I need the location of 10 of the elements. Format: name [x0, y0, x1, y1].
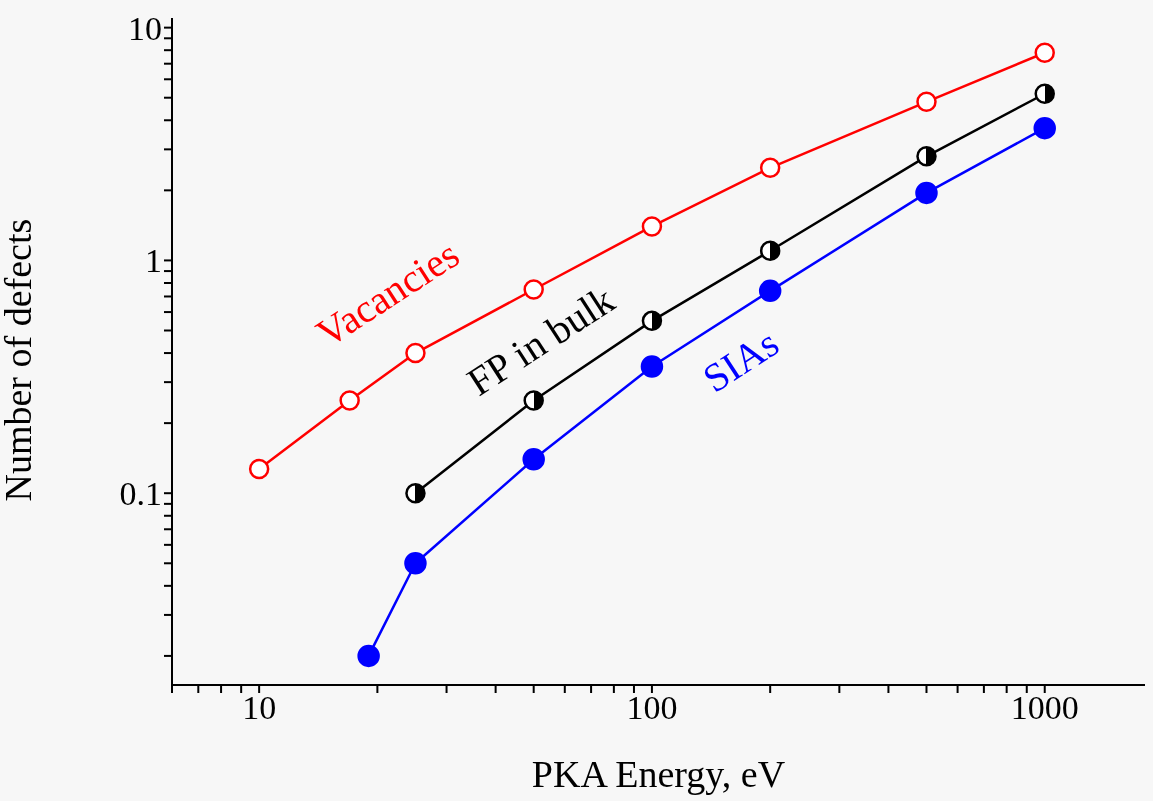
y-tick-label: 10	[128, 9, 162, 47]
y-axis-title: Number of defects	[0, 218, 40, 502]
y-tick-label: 1	[145, 242, 162, 280]
x-axis-title: PKA Energy, eV	[531, 753, 786, 795]
x-tick-label: 100	[626, 689, 678, 727]
y-tick-label: 0.1	[119, 475, 162, 513]
text: FP in bulk	[459, 276, 623, 405]
x-tick-label: 10	[242, 689, 277, 727]
x-tick-label: 1000	[1010, 689, 1079, 727]
text: SIAs	[694, 320, 787, 402]
